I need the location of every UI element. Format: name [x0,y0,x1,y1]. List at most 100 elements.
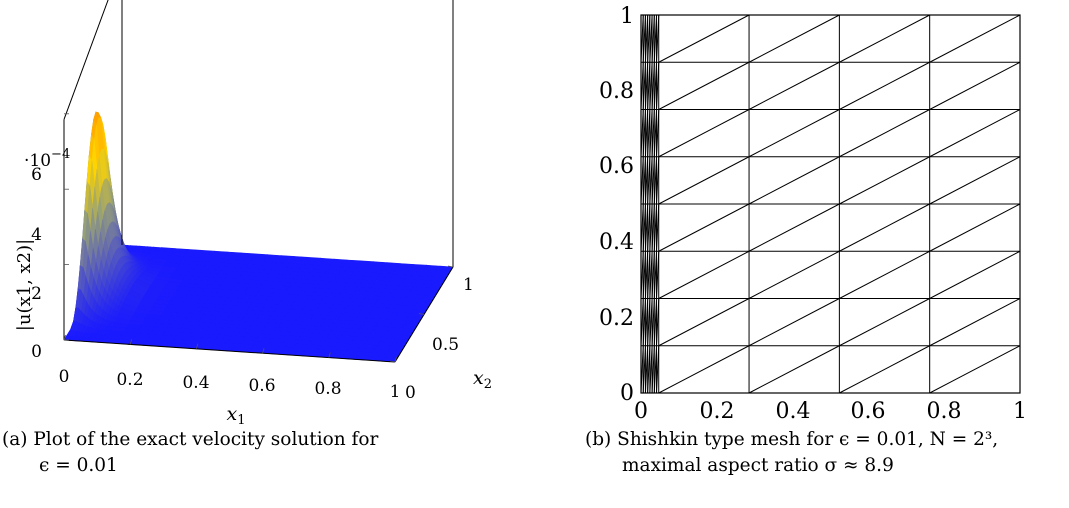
mesh-diagonal [748,61,840,110]
mesh-x-tick-label: 0.8 [927,399,962,424]
mesh-x-tick-label: 0.6 [851,399,886,424]
mesh-diagonal [656,251,660,299]
mesh-diagonal [653,156,658,205]
mesh-diagonal [839,345,930,394]
surface-tick-marks [63,113,454,363]
surface-plot: ·10−4 6 4 2 0 0 0.2 0.4 0.6 0.8 1 0 0.5 … [14,0,492,428]
mesh-diagonal [647,298,651,346]
mesh-diagonal [649,345,653,394]
mesh-diagonal [651,109,655,157]
z-tick-label: 4 [31,225,42,245]
mesh-diagonal [647,14,651,63]
mesh-diagonal [929,156,1021,205]
mesh-y-tick-label: 0 [620,381,634,406]
mesh-diagonal [649,14,653,63]
y-tick-mark [418,313,425,315]
mesh-x-tick-label: 0 [634,399,648,424]
mesh-diagonal [929,61,1021,110]
y-tick-mark [447,265,454,268]
mesh-y-tick-label: 1 [620,4,634,29]
mesh-diagonal [642,203,646,252]
mesh-diagonal [929,298,1021,347]
mesh-diagonal [649,156,653,205]
mesh-diagonal [642,14,646,63]
mesh-diagonal [658,156,750,205]
z-tick-label: 6 [31,165,42,185]
mesh-diagonal [658,109,750,158]
mesh-diagonal [644,14,649,63]
mesh-diagonal [929,203,1021,252]
x-tick-mark [328,352,331,358]
mesh-lines [640,14,1021,394]
mesh-diagonal [748,250,840,299]
mesh-diagonal [658,61,750,110]
mesh-diagonal [644,345,649,394]
mesh-diagonal [839,109,930,158]
mesh-x-tick-label: 0.4 [776,399,811,424]
mesh-diagonal [839,14,930,63]
mesh-diagonal [649,251,653,299]
mesh-diagonal [651,203,655,252]
x-axis-line [63,339,396,363]
mesh-diagonal [653,62,658,110]
mesh-diagonal [658,203,750,252]
z-multiplier: ·10−4 [24,147,70,171]
mesh-diagonal [929,250,1021,299]
mesh-diagonal [644,298,649,346]
mesh-diagonal [647,109,651,157]
mesh-diagonal [642,251,646,299]
caption-a: (a) Plot of the exact velocity solution … [2,427,472,479]
mesh-diagonal [653,14,658,63]
caption-b-label: (b) [585,429,612,450]
mesh-diagonal [656,345,660,394]
mesh-x-tick-label: 1 [1013,399,1027,424]
mesh-diagonal [929,109,1021,158]
y-tick-mark [389,360,396,363]
mesh-y-tick-label: 0.8 [599,79,634,104]
x-tick-label: 0.6 [248,376,275,396]
mesh-frame [640,14,1021,394]
mesh-diagonal [653,345,658,394]
surface [63,111,454,363]
mesh-diagonal [649,298,653,346]
x-tick-label: 0.8 [314,379,341,399]
mesh-diagonal [658,250,750,299]
mesh-diagonal [642,156,646,205]
mesh-diagonal [839,61,930,110]
mesh-diagonal [748,14,840,63]
mesh-diagonal [656,109,660,157]
mesh-diagonal [658,298,750,347]
mesh-diagonal [649,203,653,252]
mesh-diagonal [644,109,649,157]
x-tick-mark [394,356,397,363]
mesh-x-tick-label: 0.2 [700,399,735,424]
z-tick-label: 2 [31,284,42,304]
mesh-diagonal [653,109,658,157]
mesh-diagonal [644,203,649,252]
mesh-diagonal [649,109,653,157]
x-tick-label: 0.4 [182,373,209,393]
mesh-diagonal [929,345,1021,394]
mesh-diagonal [651,251,655,299]
mesh-diagonal [656,156,660,205]
side-top-edge [63,0,109,120]
mesh-diagonal [651,345,655,394]
mesh-diagonal [647,345,651,394]
x-tick-mark [262,348,265,354]
caption-a-label: (a) [2,429,28,450]
mesh-diagonal [651,298,655,346]
caption-b: (b) Shishkin type mesh for ϵ = 0.01, N =… [585,427,1069,479]
mesh-diagonal [748,298,840,347]
mesh-diagonal [748,109,840,158]
mesh-diagonal [656,203,660,252]
mesh-diagonal [647,203,651,252]
x-tick-mark [63,334,66,341]
mesh-diagonal [649,62,653,110]
mesh-diagonal [644,251,649,299]
y-tick-label: 0.5 [432,335,459,355]
mesh-diagonal [651,14,655,63]
mesh-diagonal [647,156,651,205]
mesh-diagonal [748,203,840,252]
mesh-diagonal [929,14,1021,63]
y-tick-label: 1 [463,275,474,295]
